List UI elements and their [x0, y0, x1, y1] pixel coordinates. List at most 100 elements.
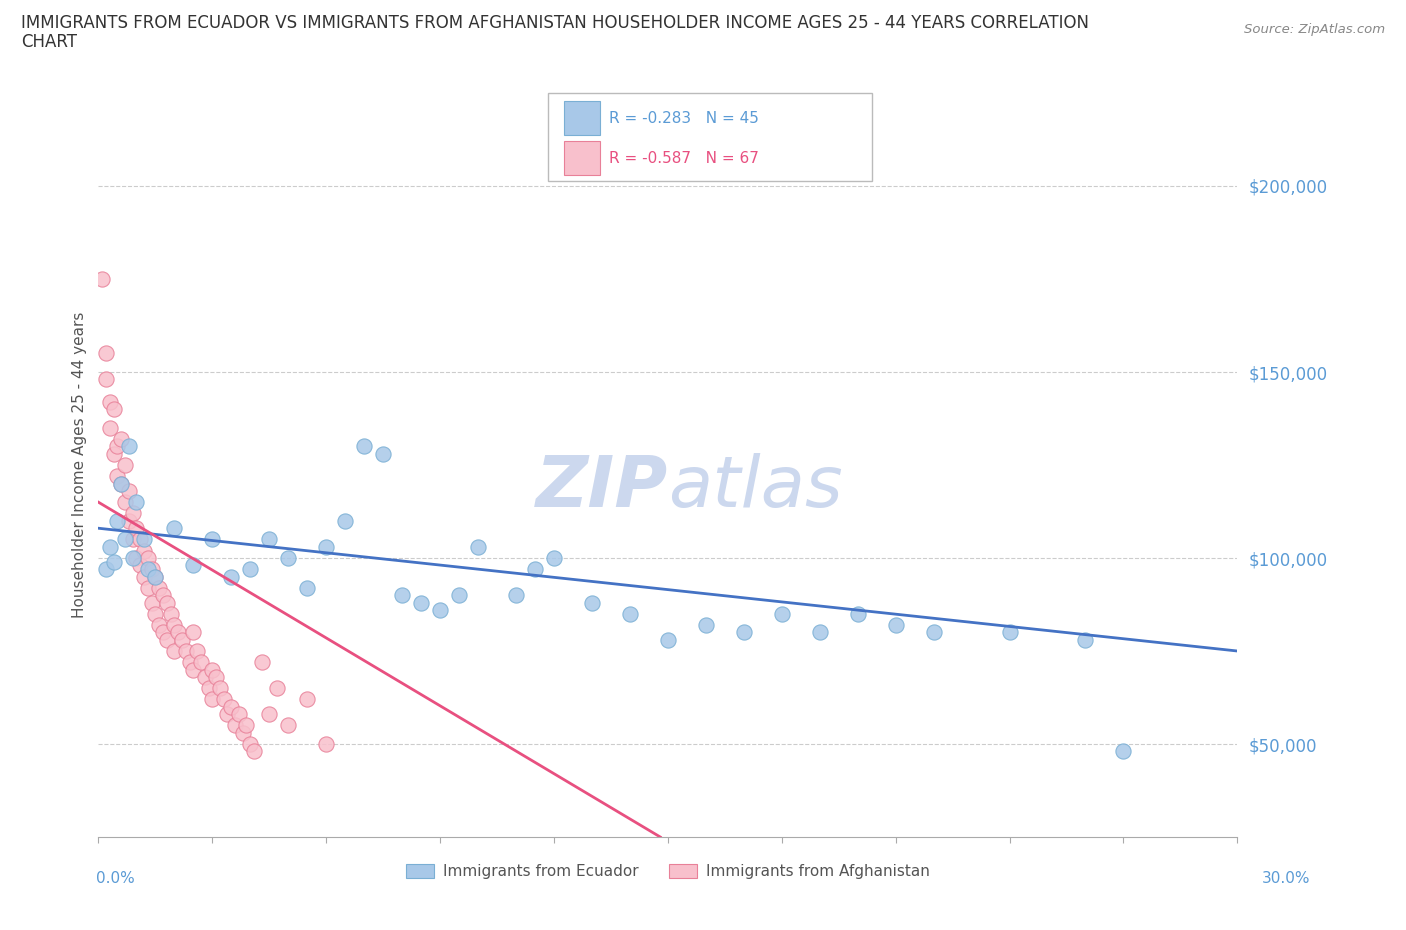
- Point: [118, 439, 141, 454]
- Point: [770, 606, 793, 621]
- Point: [922, 625, 945, 640]
- Text: 0.0%: 0.0%: [96, 871, 135, 886]
- Point: [167, 625, 190, 640]
- Point: [114, 458, 136, 472]
- Point: [136, 580, 159, 595]
- Point: [297, 692, 319, 707]
- Y-axis label: Householder Income Ages 25 - 44 years: Householder Income Ages 25 - 44 years: [72, 312, 87, 618]
- Point: [118, 484, 141, 498]
- Point: [201, 662, 224, 677]
- Point: [94, 346, 117, 361]
- Point: [114, 495, 136, 510]
- Point: [808, 625, 831, 640]
- Point: [250, 655, 273, 670]
- Point: [103, 446, 125, 461]
- Text: IMMIGRANTS FROM ECUADOR VS IMMIGRANTS FROM AFGHANISTAN HOUSEHOLDER INCOME AGES 2: IMMIGRANTS FROM ECUADOR VS IMMIGRANTS FR…: [21, 14, 1090, 32]
- Point: [152, 588, 174, 603]
- Point: [190, 655, 212, 670]
- Point: [110, 476, 132, 491]
- Point: [103, 554, 125, 569]
- Point: [266, 681, 288, 696]
- Point: [132, 569, 155, 584]
- Point: [429, 603, 451, 618]
- Point: [194, 670, 217, 684]
- Text: R = -0.587   N = 67: R = -0.587 N = 67: [609, 151, 759, 166]
- Point: [156, 632, 179, 647]
- Point: [884, 618, 907, 632]
- Point: [239, 562, 262, 577]
- Point: [118, 513, 141, 528]
- Text: Source: ZipAtlas.com: Source: ZipAtlas.com: [1244, 23, 1385, 36]
- Point: [94, 372, 117, 387]
- Point: [239, 737, 262, 751]
- Point: [98, 539, 121, 554]
- Point: [581, 595, 603, 610]
- Point: [136, 551, 159, 565]
- Point: [183, 662, 205, 677]
- Point: [315, 539, 337, 554]
- Point: [259, 707, 281, 722]
- Point: [524, 562, 547, 577]
- Point: [163, 644, 186, 658]
- Point: [205, 670, 228, 684]
- Point: [159, 606, 181, 621]
- Point: [212, 692, 235, 707]
- Point: [163, 521, 186, 536]
- Point: [145, 606, 167, 621]
- Point: [998, 625, 1021, 640]
- Point: [148, 580, 170, 595]
- Point: [619, 606, 641, 621]
- Point: [170, 632, 193, 647]
- Point: [148, 618, 170, 632]
- Point: [163, 618, 186, 632]
- Text: R = -0.283   N = 45: R = -0.283 N = 45: [609, 111, 759, 126]
- Point: [259, 532, 281, 547]
- Point: [224, 718, 246, 733]
- Point: [846, 606, 869, 621]
- Point: [94, 562, 117, 577]
- Point: [221, 569, 243, 584]
- Point: [243, 744, 266, 759]
- Point: [179, 655, 201, 670]
- Point: [186, 644, 208, 658]
- Point: [315, 737, 337, 751]
- Point: [505, 588, 527, 603]
- Point: [145, 569, 167, 584]
- Point: [98, 394, 121, 409]
- Point: [121, 506, 143, 521]
- Text: CHART: CHART: [21, 33, 77, 50]
- Text: atlas: atlas: [668, 453, 842, 522]
- Point: [107, 513, 129, 528]
- Point: [141, 562, 163, 577]
- Point: [277, 718, 299, 733]
- Point: [136, 562, 159, 577]
- Point: [125, 495, 148, 510]
- Point: [235, 718, 257, 733]
- Legend: Immigrants from Ecuador, Immigrants from Afghanistan: Immigrants from Ecuador, Immigrants from…: [401, 857, 935, 885]
- Point: [152, 625, 174, 640]
- Point: [232, 725, 254, 740]
- Point: [91, 272, 114, 286]
- Point: [657, 632, 679, 647]
- Point: [183, 625, 205, 640]
- Point: [141, 595, 163, 610]
- Point: [121, 551, 143, 565]
- Text: ZIP: ZIP: [536, 453, 668, 522]
- Point: [98, 420, 121, 435]
- Point: [132, 543, 155, 558]
- Point: [353, 439, 375, 454]
- Point: [114, 532, 136, 547]
- Point: [201, 532, 224, 547]
- Point: [208, 681, 231, 696]
- Point: [371, 446, 394, 461]
- Point: [449, 588, 471, 603]
- Point: [125, 521, 148, 536]
- Point: [132, 532, 155, 547]
- Point: [183, 558, 205, 573]
- Point: [174, 644, 197, 658]
- Point: [197, 681, 219, 696]
- Text: 30.0%: 30.0%: [1263, 871, 1310, 886]
- Point: [156, 595, 179, 610]
- Point: [1112, 744, 1135, 759]
- Point: [129, 532, 152, 547]
